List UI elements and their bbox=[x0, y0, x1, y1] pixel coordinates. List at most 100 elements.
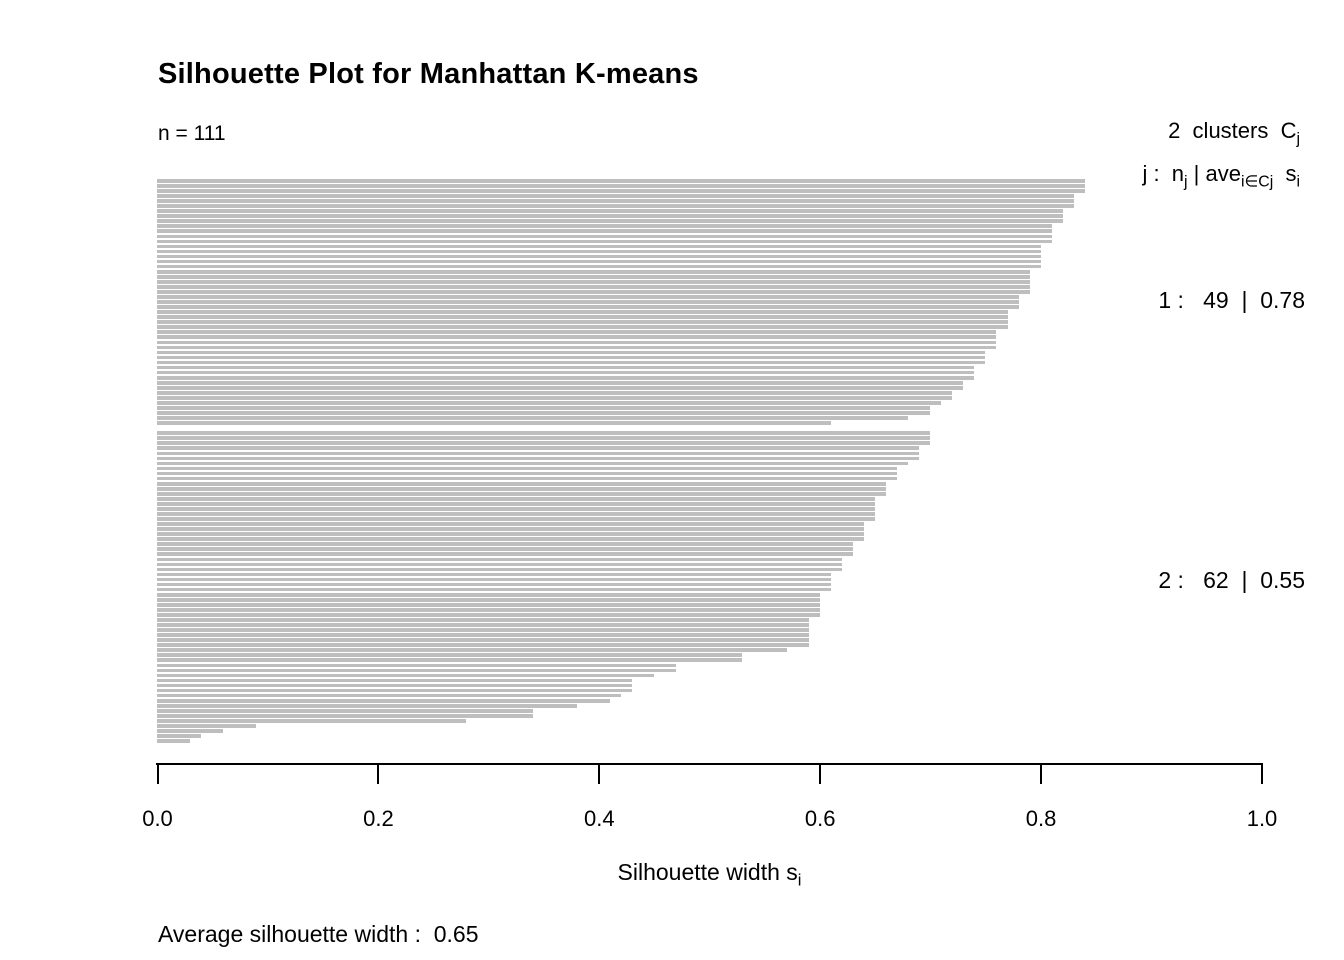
legend-cluster-count-text: 2 clusters C bbox=[1168, 118, 1297, 143]
silhouette-bar bbox=[157, 734, 202, 738]
silhouette-bar bbox=[157, 305, 1019, 309]
bar-row bbox=[157, 734, 1263, 739]
legend-formula-part2: | ave bbox=[1187, 160, 1241, 186]
average-width-label: Average silhouette width : 0.65 bbox=[158, 921, 479, 947]
silhouette-bar bbox=[157, 451, 920, 456]
bar-row bbox=[157, 628, 1263, 633]
silhouette-bar bbox=[157, 739, 191, 743]
silhouette-bar bbox=[157, 340, 997, 345]
bar-row bbox=[157, 330, 1263, 335]
bar-row bbox=[157, 436, 1263, 441]
bar-row bbox=[157, 184, 1263, 189]
silhouette-bar bbox=[157, 194, 1074, 198]
silhouette-bar bbox=[157, 582, 831, 587]
bar-row bbox=[157, 502, 1263, 507]
silhouette-bar bbox=[157, 542, 853, 547]
x-axis-tick bbox=[1261, 763, 1263, 784]
bar-row bbox=[157, 204, 1263, 209]
silhouette-bar bbox=[157, 249, 1041, 254]
silhouette-bar bbox=[157, 365, 975, 370]
silhouette-bar bbox=[157, 269, 1030, 274]
silhouette-bar bbox=[157, 456, 920, 461]
silhouette-bar bbox=[157, 401, 942, 405]
bar-row bbox=[157, 375, 1263, 381]
silhouette-bar bbox=[157, 628, 809, 632]
legend-formula-sub1: j bbox=[1184, 173, 1188, 191]
bar-row bbox=[157, 340, 1263, 346]
silhouette-bar bbox=[157, 471, 897, 476]
bar-row bbox=[157, 618, 1263, 623]
silhouette-bar bbox=[157, 239, 1052, 244]
bar-row bbox=[157, 370, 1263, 376]
bars-area bbox=[157, 179, 1263, 744]
bar-row bbox=[157, 623, 1263, 628]
legend-cluster-count-sub: j bbox=[1296, 130, 1300, 148]
bar-row bbox=[157, 219, 1263, 224]
silhouette-bar bbox=[157, 204, 1074, 208]
silhouette-bar bbox=[157, 325, 1008, 330]
silhouette-bar bbox=[157, 320, 1008, 324]
bar-row bbox=[157, 532, 1263, 537]
silhouette-bar bbox=[157, 618, 809, 622]
bar-row bbox=[157, 613, 1263, 618]
x-axis-title-sub: i bbox=[797, 870, 802, 890]
x-axis-tick-label: 0.8 bbox=[1025, 806, 1057, 831]
silhouette-bar bbox=[157, 597, 820, 602]
silhouette-bar bbox=[157, 693, 621, 698]
bar-row bbox=[157, 244, 1263, 250]
silhouette-bar bbox=[157, 214, 1063, 219]
bar-row bbox=[157, 279, 1263, 285]
bar-row bbox=[157, 507, 1263, 512]
bar-row bbox=[157, 708, 1263, 714]
silhouette-bar bbox=[157, 613, 820, 617]
silhouette-bar bbox=[157, 638, 809, 642]
chart-title: Silhouette Plot for Manhattan K-means bbox=[158, 58, 699, 90]
bar-row bbox=[157, 325, 1263, 330]
silhouette-bar bbox=[157, 476, 897, 481]
silhouette-bar bbox=[157, 370, 975, 375]
silhouette-bar bbox=[157, 330, 997, 335]
silhouette-bar bbox=[157, 587, 831, 592]
silhouette-bar bbox=[157, 279, 1030, 284]
legend-formula-part1: j : n bbox=[1142, 160, 1185, 186]
silhouette-bar bbox=[157, 360, 986, 365]
silhouette-bar bbox=[157, 179, 1085, 183]
silhouette-bar bbox=[157, 234, 1052, 239]
bar-row bbox=[157, 209, 1263, 214]
bar-row bbox=[157, 290, 1263, 295]
bar-row bbox=[157, 547, 1263, 552]
legend-formula-part3: s bbox=[1273, 160, 1297, 186]
bar-row bbox=[157, 456, 1263, 462]
silhouette-bar bbox=[157, 532, 864, 536]
bar-row bbox=[157, 587, 1263, 593]
cluster-2-label: 2 : 62 | 0.55 bbox=[1158, 567, 1305, 593]
bar-row bbox=[157, 481, 1263, 487]
x-axis-tick bbox=[1040, 763, 1043, 784]
silhouette-bar bbox=[157, 436, 931, 441]
bar-row bbox=[157, 380, 1263, 386]
silhouette-bar bbox=[157, 703, 577, 708]
x-axis-tick bbox=[156, 763, 159, 784]
x-axis-title-text: Silhouette width s bbox=[617, 859, 798, 885]
silhouette-bar bbox=[157, 385, 964, 390]
bar-row bbox=[157, 678, 1263, 684]
silhouette-bar bbox=[157, 673, 654, 678]
bar-row bbox=[157, 517, 1263, 522]
bar-row bbox=[157, 597, 1263, 603]
bar-row bbox=[157, 315, 1263, 320]
bar-row bbox=[157, 360, 1263, 366]
x-axis-tick bbox=[377, 763, 380, 784]
silhouette-bar bbox=[157, 663, 677, 668]
bar-row bbox=[157, 739, 1263, 744]
bar-row bbox=[157, 401, 1263, 406]
silhouette-bar bbox=[157, 592, 820, 597]
x-axis-tick bbox=[819, 763, 822, 784]
silhouette-bar bbox=[157, 461, 909, 466]
bar-row bbox=[157, 643, 1263, 648]
bar-row bbox=[157, 249, 1263, 255]
silhouette-bar bbox=[157, 496, 875, 501]
legend-cluster-count: 2 clusters Cj bbox=[1142, 110, 1300, 153]
x-axis-tick-label: 1.0 bbox=[1246, 806, 1278, 831]
bar-row bbox=[157, 633, 1263, 638]
silhouette-bar bbox=[157, 375, 975, 380]
